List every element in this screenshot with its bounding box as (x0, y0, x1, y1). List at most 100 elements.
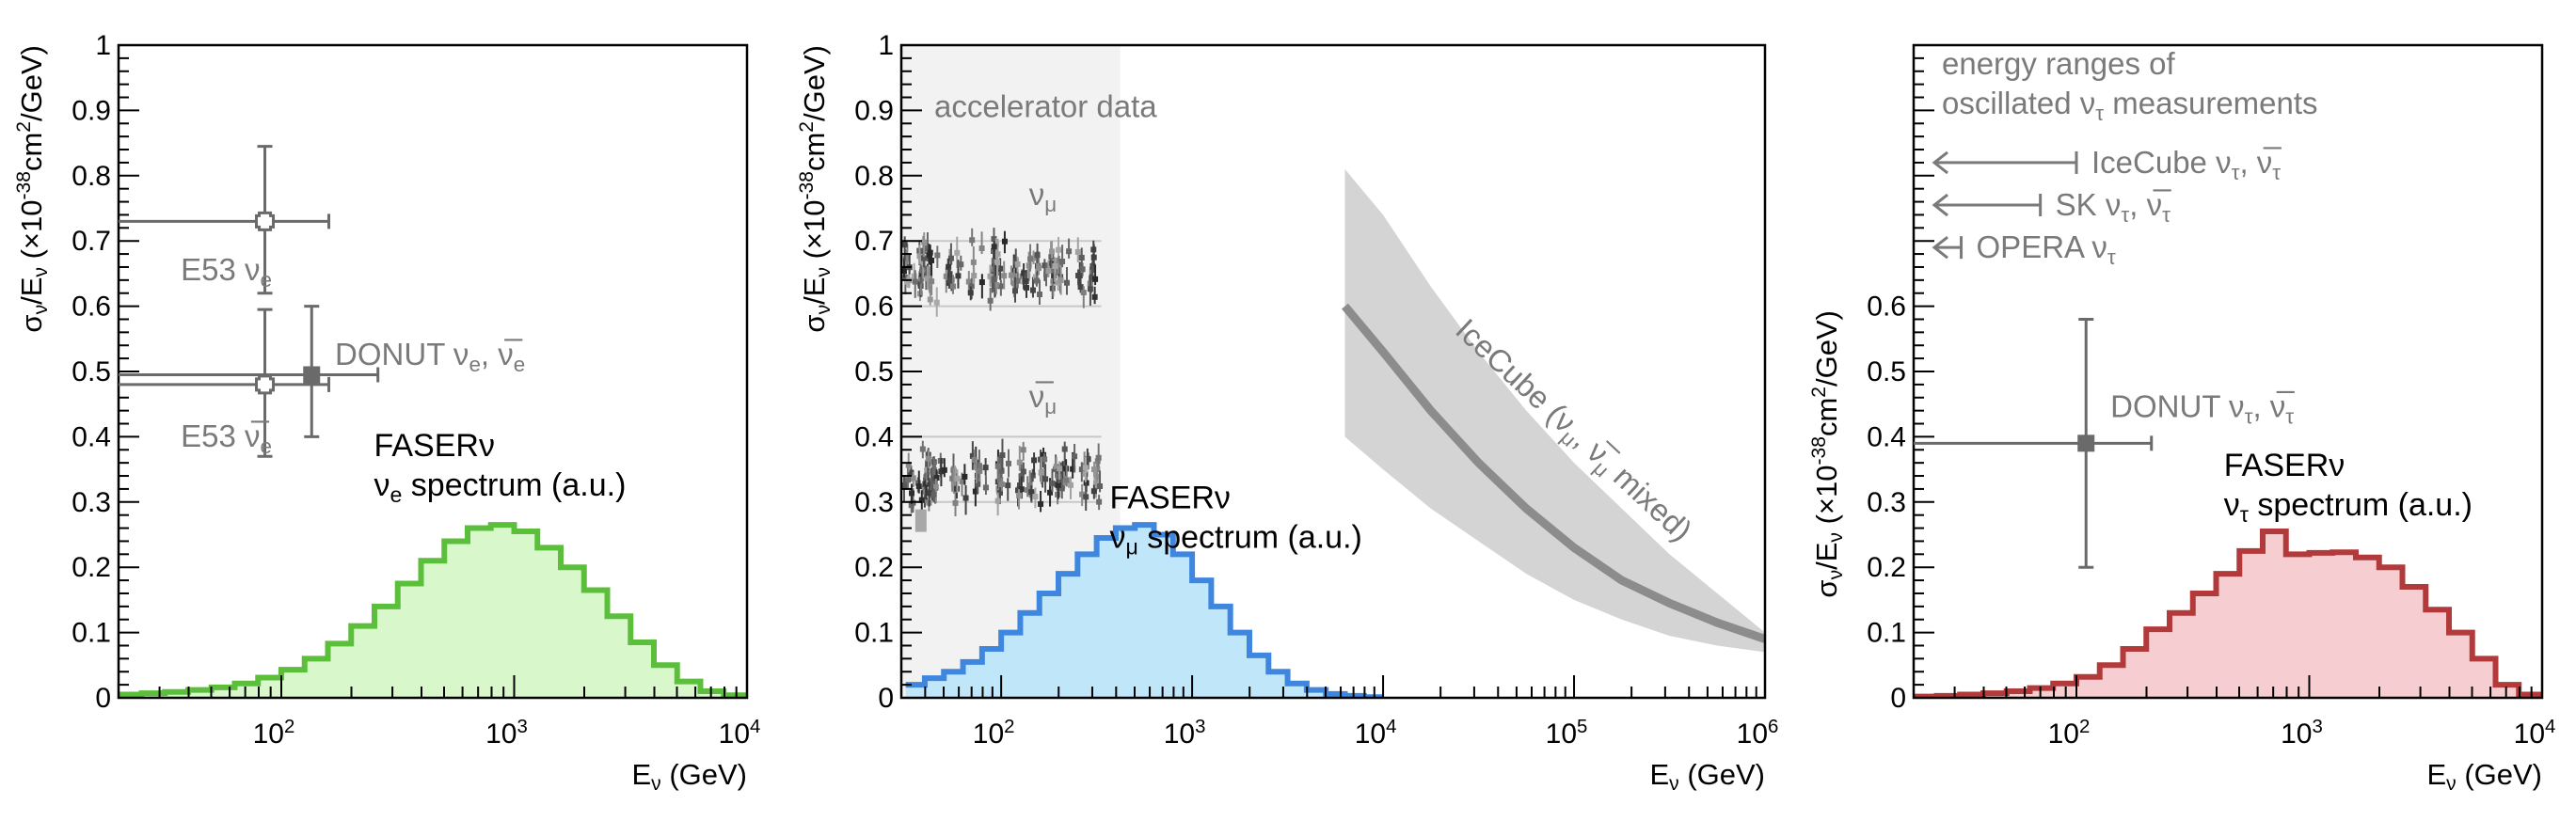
accelerator-point (1036, 265, 1042, 272)
accelerator-point (1057, 466, 1063, 472)
accelerator-point (1038, 469, 1044, 476)
label-sub: τ (2095, 101, 2104, 124)
label-sub: τ (2245, 404, 2253, 428)
accelerator-point (1041, 451, 1047, 458)
label-sub: τ (2162, 203, 2171, 227)
accelerator-point (989, 269, 995, 276)
label-sup: 3 (1195, 717, 1205, 737)
y-tick-label: 0.2 (1867, 552, 1906, 583)
accelerator-point (962, 495, 969, 501)
y-tick-label: 1 (878, 30, 894, 61)
label-text: 10 (719, 719, 750, 750)
accelerator-point (1095, 454, 1102, 461)
accelerator-point (1089, 262, 1096, 269)
accelerator-point (1055, 482, 1061, 488)
y-tick-label: 0.8 (854, 161, 894, 192)
accelerator-point (1032, 494, 1039, 500)
y-tick-label: 0 (878, 683, 894, 714)
accelerator-point (970, 259, 977, 265)
accelerator-point (987, 297, 994, 304)
label-text: ν (1029, 177, 1045, 212)
label-text: (GeV) (2457, 758, 2542, 791)
accelerator-point (982, 484, 989, 491)
accelerator-point (932, 483, 939, 490)
e53-anue-label: E53 ν̅e (181, 418, 272, 458)
label-text: spectrum (a.u.) (2249, 487, 2473, 523)
accelerator-point (927, 249, 933, 256)
accelerator-point (1042, 456, 1048, 463)
accelerator-point (1010, 280, 1017, 287)
accelerator-point (946, 277, 953, 284)
y-tick-label: 0 (1890, 683, 1906, 714)
y-tick-label: 1 (95, 30, 111, 61)
accelerator-point (999, 451, 1006, 458)
label-sub: ν (1825, 532, 1847, 543)
label-text: OPERA ν (1977, 229, 2107, 264)
label-text: /GeV) (798, 45, 831, 121)
accelerator-point (1075, 273, 1082, 279)
label-text: /E (1810, 543, 1843, 570)
label-text: E53 ν̅ (181, 418, 269, 453)
accelerator-outlier (914, 509, 927, 532)
accelerator-point (1038, 500, 1044, 507)
label-text: measurements (2104, 86, 2317, 120)
accelerator-point (933, 299, 940, 306)
label-sub: ν (30, 267, 52, 277)
label-text: 10 (485, 719, 517, 750)
faser-label: FASERν (2224, 448, 2345, 483)
label-sup: 2 (1808, 387, 1830, 398)
accelerator-point (915, 483, 922, 490)
accelerator-point (1029, 287, 1036, 293)
accelerator-point (991, 258, 997, 264)
y-tick-label: 0.3 (854, 487, 894, 518)
x-tick-label: 103 (485, 717, 528, 750)
accelerator-point (916, 253, 923, 260)
y-tick-label: 0.7 (854, 226, 894, 257)
accelerator-point (929, 278, 935, 285)
label-text: (×10 (1810, 466, 1843, 533)
x-axis-label: Eν (GeV) (631, 758, 747, 795)
label-text: E (1649, 758, 1669, 791)
accelerator-point (904, 255, 911, 261)
label-sup: 4 (750, 717, 760, 737)
accelerator-point (1032, 274, 1039, 280)
label-text: σ (1810, 579, 1843, 597)
y-axis-label: σν/Eν (×10-38cm2/GeV) (1808, 310, 1847, 598)
x-tick-label: 102 (973, 717, 1015, 750)
accelerator-point (923, 272, 930, 278)
accelerator-point (958, 261, 964, 268)
label-sub: τ (2232, 161, 2240, 184)
label-text: /GeV) (15, 45, 48, 121)
label-sub: e (261, 434, 272, 457)
label-sup: -38 (13, 171, 35, 199)
accelerator-point (971, 273, 978, 279)
y-tick-label: 0.5 (854, 356, 894, 387)
accelerator-group (901, 435, 1104, 516)
accelerator-point (991, 276, 997, 282)
label-sub: μ (1044, 193, 1057, 216)
accelerator-point (991, 236, 997, 243)
label-sup: 4 (1386, 717, 1396, 737)
y-axis-label: σν/Eν (×10-38cm2/GeV) (796, 45, 835, 333)
accelerator-point (977, 467, 983, 474)
spectrum-label: νμ spectrum (a.u.) (1109, 520, 1361, 560)
accelerator-point (938, 468, 945, 475)
label-text: 10 (2281, 719, 2312, 750)
accelerator-point (925, 455, 931, 462)
label-sub: τ (2107, 245, 2116, 269)
accelerator-point (1023, 277, 1029, 284)
e53-nue-label: E53 νe (181, 252, 272, 292)
accelerator-point (1091, 293, 1098, 300)
label-text: /GeV) (1810, 310, 1843, 387)
label-text: 10 (253, 719, 284, 750)
y-tick-label: 0.1 (1867, 618, 1906, 649)
y-tick-label: 0.4 (1867, 421, 1906, 452)
accelerator-point (978, 279, 985, 286)
accelerator-point (1092, 276, 1099, 282)
y-tick-label: 0.1 (854, 618, 894, 649)
accelerator-point (1066, 248, 1073, 255)
energy-range-arrow (1932, 150, 1948, 175)
accelerator-group (900, 228, 1102, 317)
accelerator-point (1049, 248, 1056, 255)
